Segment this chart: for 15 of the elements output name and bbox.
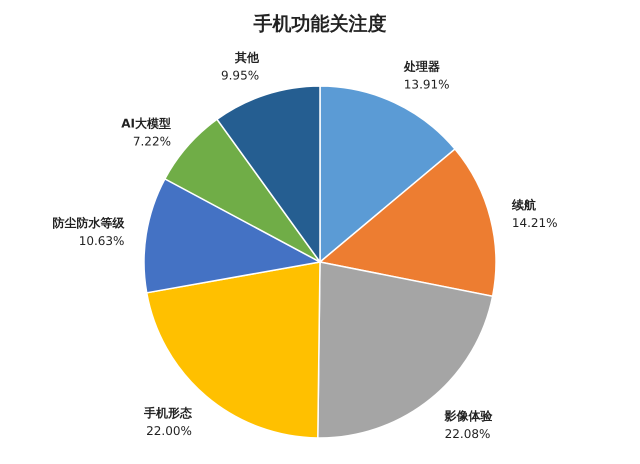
data-label: 22.00% [146,424,192,438]
slice-label: 其他 [234,50,260,65]
slice-label: 续航 [510,198,536,212]
data-label: 14.21% [512,216,558,230]
chart-title: 手机功能关注度 [252,13,386,35]
slice-label: 处理器 [402,60,440,74]
data-label: 13.91% [404,78,450,92]
data-label: 10.63% [78,234,124,248]
slice-label: 手机形态 [142,406,193,420]
slice-label: 防尘防水等级 [52,216,126,230]
data-label: 7.22% [132,134,171,149]
slice-label: 影像体验 [444,408,494,423]
data-label: 22.08% [444,426,490,441]
slice-label: AI大模型 [121,116,171,131]
data-label: 9.95% [220,68,260,83]
